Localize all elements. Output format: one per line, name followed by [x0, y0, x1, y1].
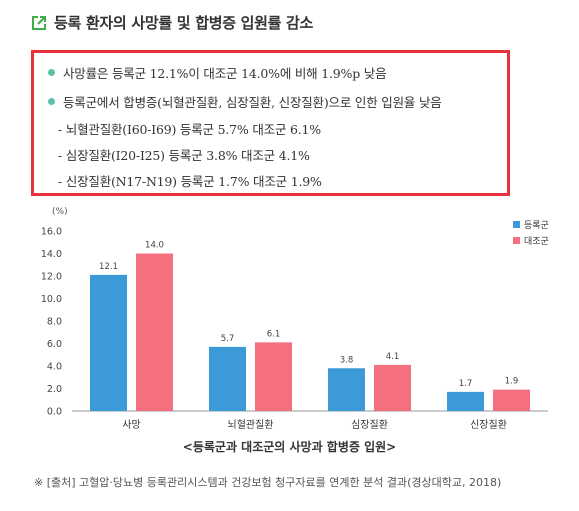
- summary-text-1: 사망률은 등록군 12.1%이 대조군 14.0%에 비해 1.9%p 낮음: [63, 66, 387, 81]
- y-tick-label: 0.0: [47, 407, 62, 418]
- bar-registered: [328, 368, 365, 411]
- bullet-icon: [48, 98, 55, 105]
- legend-swatch: [513, 221, 520, 228]
- x-tick-label: 뇌혈관질환: [228, 418, 274, 431]
- bar-control: [374, 364, 411, 411]
- summary-sub-cardiac: - 심장질환(I20-I25) 등록군 3.8% 대조군 4.1%: [58, 145, 310, 164]
- bar-chart: (%) 0.0 2.0 4.0 6.0 8.0 10.0 12.0 14.0 16.0 12.1 14…: [41, 207, 549, 431]
- y-tick-label: 14.0: [41, 249, 62, 260]
- legend-label: 등록군: [524, 220, 549, 231]
- bullet-icon: [48, 69, 55, 76]
- bar-control: [493, 389, 530, 411]
- legend-swatch: [513, 237, 520, 244]
- bar-control: [136, 253, 173, 411]
- summary-text-2: 등록군에서 합병증(뇌혈관질환, 심장질환, 신장질환)으로 인한 입원율 낮음: [63, 95, 442, 110]
- bar-value-label: 1.9: [505, 377, 519, 387]
- y-tick-label: 16.0: [41, 227, 62, 238]
- title-row: 등록 환자의 사망률 및 합병증 입원률 감소: [32, 12, 313, 33]
- bar-value-label: 6.1: [267, 329, 281, 339]
- x-tick-label: 사망: [122, 419, 140, 431]
- bar-value-label: 5.7: [221, 334, 235, 344]
- bar-registered: [90, 274, 127, 411]
- bar-value-label: 4.1: [386, 352, 400, 362]
- bar-control: [255, 342, 292, 411]
- summary-sub-text-3: - 신장질환(N17-N19) 등록군 1.7% 대조군 1.9%: [58, 174, 322, 189]
- y-unit-label: (%): [52, 207, 68, 217]
- summary-line-complications: 등록군에서 합병증(뇌혈관질환, 심장질환, 신장질환)으로 인한 입원율 낮음: [48, 92, 442, 111]
- chart-caption: <등록군과 대조군의 사망과 합병증 입원>: [182, 440, 397, 454]
- bar-registered: [209, 346, 246, 411]
- x-tick-label: 심장질환: [351, 419, 388, 431]
- bar-value-label: 3.8: [340, 355, 354, 365]
- bar-value-label: 14.0: [145, 241, 164, 251]
- y-tick-label: 2.0: [47, 384, 62, 395]
- y-tick-label: 12.0: [41, 272, 62, 283]
- bar-value-label: 12.1: [99, 262, 118, 272]
- summary-box: 사망률은 등록군 12.1%이 대조군 14.0%에 비해 1.9%p 낮음 등…: [31, 50, 510, 196]
- external-link-icon: [32, 15, 46, 30]
- source-note: ※ [출처] 고혈압·당뇨병 등록관리시스템과 건강보험 청구자료를 연계한 분…: [34, 476, 502, 489]
- y-tick-label: 4.0: [47, 362, 62, 373]
- y-tick-label: 10.0: [41, 294, 62, 305]
- bar-value-label: 1.7: [459, 379, 473, 389]
- page-title: 등록 환자의 사망률 및 합병증 입원률 감소: [54, 14, 314, 32]
- legend-label: 대조군: [524, 236, 549, 247]
- bar-registered: [447, 391, 484, 411]
- summary-sub-text-2: - 심장질환(I20-I25) 등록군 3.8% 대조군 4.1%: [58, 148, 310, 163]
- summary-sub-text-1: - 뇌혈관질환(I60-I69) 등록군 5.7% 대조군 6.1%: [58, 122, 321, 137]
- y-tick-label: 8.0: [47, 317, 62, 328]
- x-tick-label: 신장질환: [470, 419, 507, 431]
- y-tick-label: 6.0: [47, 339, 62, 350]
- summary-line-mortality: 사망률은 등록군 12.1%이 대조군 14.0%에 비해 1.9%p 낮음: [48, 63, 387, 82]
- summary-sub-cerebrovascular: - 뇌혈관질환(I60-I69) 등록군 5.7% 대조군 6.1%: [58, 119, 321, 138]
- summary-sub-renal: - 신장질환(N17-N19) 등록군 1.7% 대조군 1.9%: [58, 171, 322, 190]
